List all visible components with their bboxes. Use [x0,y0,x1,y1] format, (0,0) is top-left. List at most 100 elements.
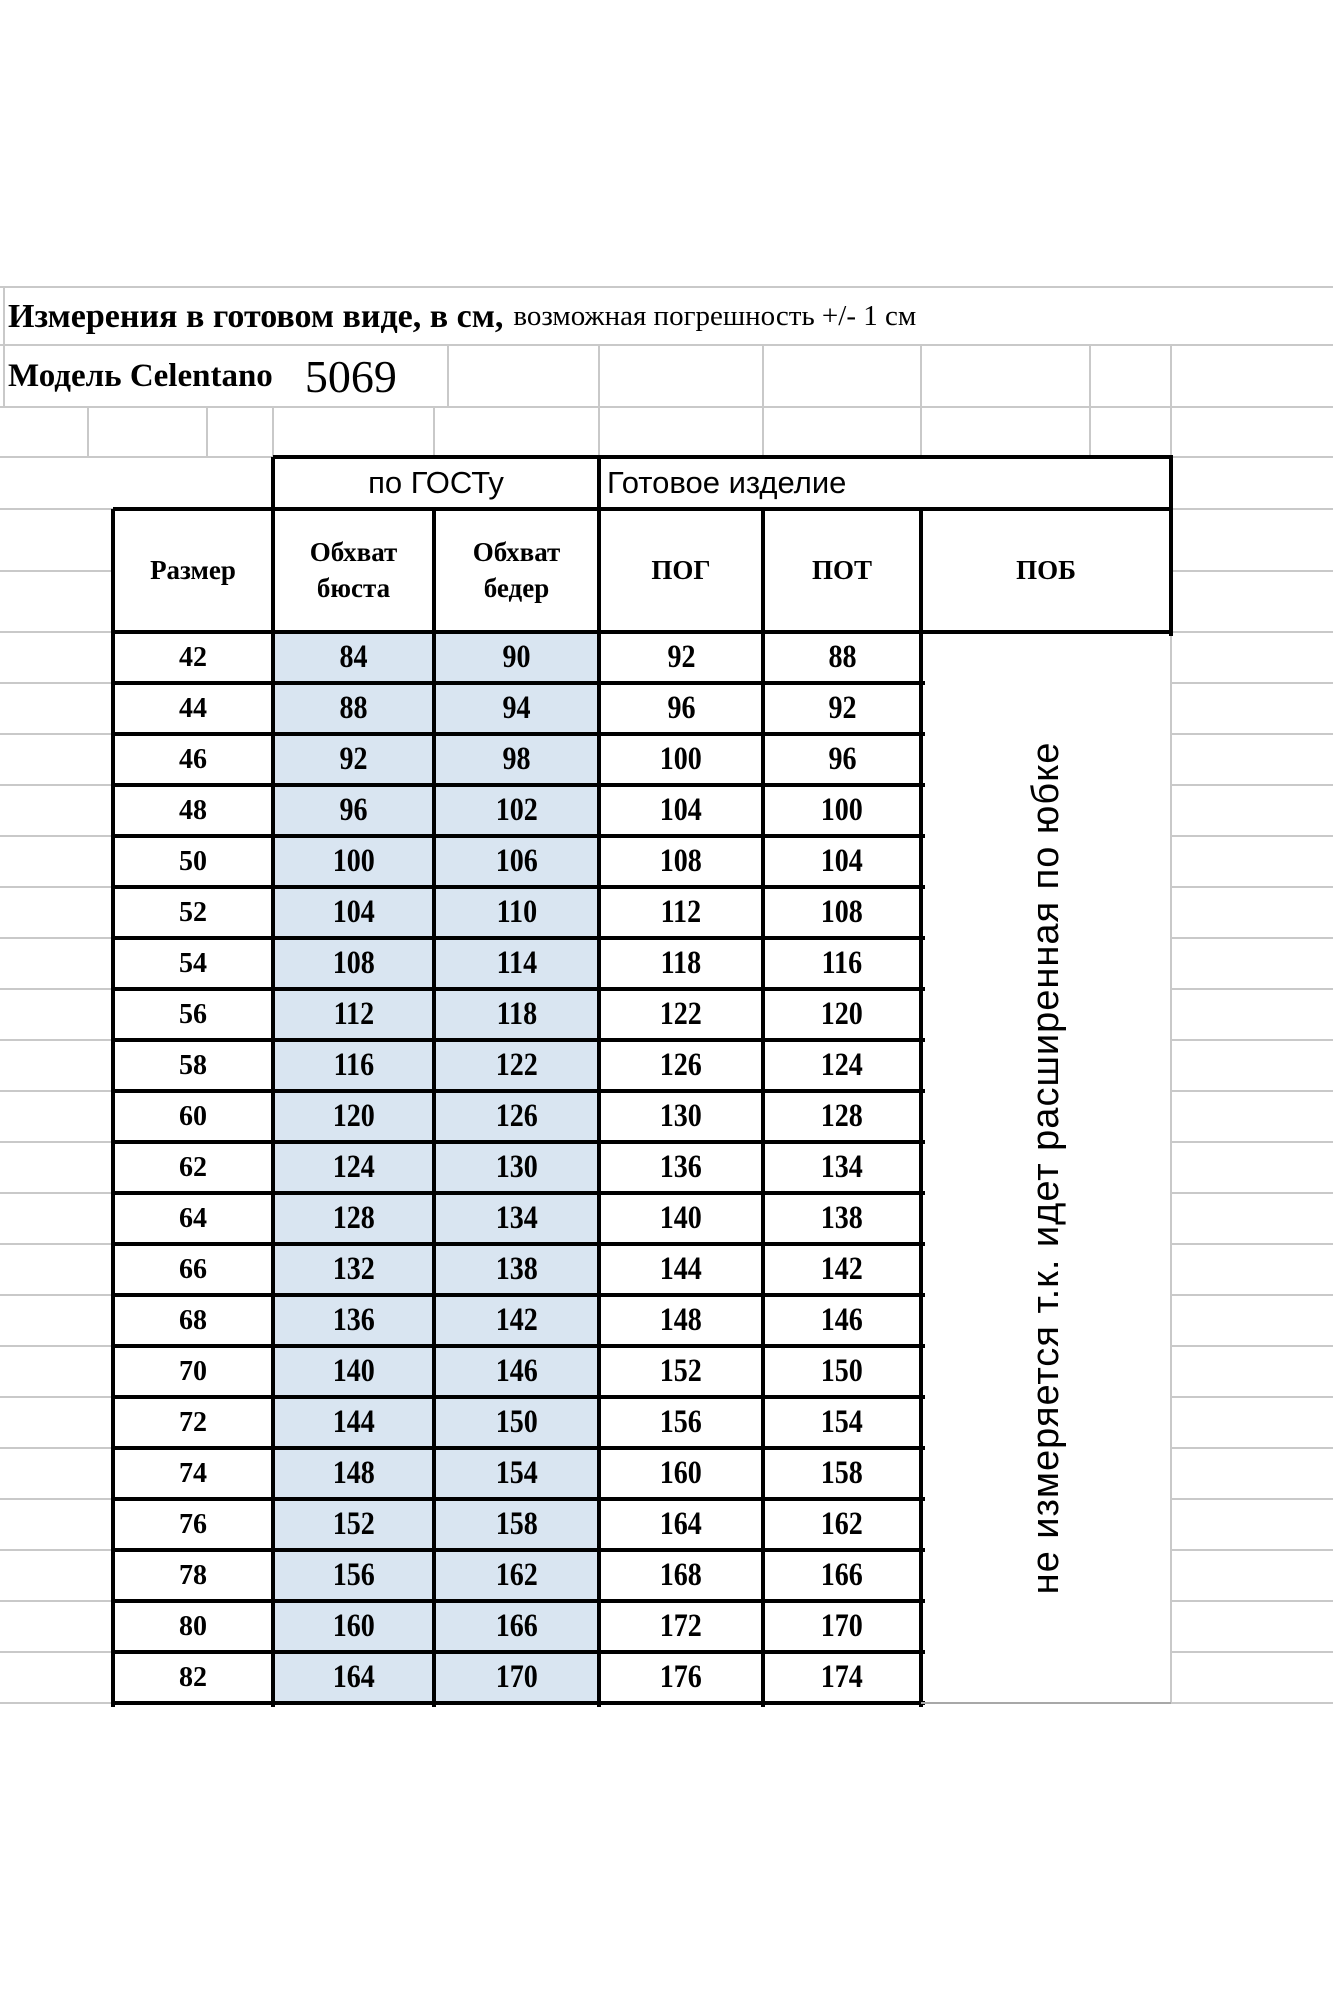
table-cell: 166 [438,1601,595,1652]
table-cell: 96 [603,683,759,734]
measure-value: 150 [820,1353,864,1389]
table-cell: 124 [277,1142,430,1193]
grid-line [1171,1702,1333,1704]
table-cell: 108 [767,887,917,938]
measure-value: 92 [666,639,696,675]
measure-value: 156 [659,1404,703,1440]
grid-line [1170,345,1172,457]
grid-line [1171,733,1333,735]
measure-value: 128 [820,1098,864,1134]
column-header: ПОБ [1016,554,1076,585]
measure-value: 158 [495,1506,538,1542]
grid-line [1171,570,1333,572]
measure-value: 96 [339,792,368,828]
table-cell: 170 [767,1601,917,1652]
size-value: 66 [179,1253,207,1285]
grid-line [1089,345,1091,457]
measure-value: 92 [827,690,857,726]
grid-line [762,345,764,407]
measure-value: 134 [495,1200,538,1236]
table-cell: 118 [438,989,595,1040]
grid-line [1171,1651,1333,1653]
measure-value: 96 [827,741,857,777]
measure-value: 90 [502,639,531,675]
table-cell: 58 [117,1040,269,1091]
grid-line [111,509,115,1707]
table-cell: 144 [603,1244,759,1295]
table-cell: 82 [117,1652,269,1703]
table-cell: 100 [603,734,759,785]
grid-line [0,344,1333,346]
grid-line [433,407,435,457]
measure-value: 142 [495,1302,538,1338]
measure-value: 134 [820,1149,864,1185]
measure-value: 128 [332,1200,375,1236]
grid-line [0,508,113,510]
table-cell: 74 [117,1448,269,1499]
measure-value: 112 [333,996,374,1032]
size-value: 52 [179,896,207,928]
grid-line [113,885,925,889]
table-cell: 92 [603,632,759,683]
grid-line [0,1549,113,1551]
grid-line [0,1294,113,1296]
grid-line [0,1192,113,1194]
table-cell: 170 [438,1652,595,1703]
table-cell: 48 [117,785,269,836]
grid-line [113,834,925,838]
table-cell: 100 [767,785,917,836]
grid-line [113,732,925,736]
table-cell: 96 [767,734,917,785]
table-cell: 160 [603,1448,759,1499]
measure-value: 150 [495,1404,538,1440]
grid-line [1171,1345,1333,1347]
measure-value: 120 [820,996,864,1032]
grid-line [1171,1192,1333,1194]
grid-line [0,406,1333,408]
grid-line [0,937,113,939]
measure-value: 106 [495,843,538,879]
table-cell: 128 [277,1193,430,1244]
measure-value: 152 [659,1353,703,1389]
table-cell: 122 [438,1040,595,1091]
table-cell: 112 [603,887,759,938]
table-cell: 98 [438,734,595,785]
table-cell: 102 [438,785,595,836]
grid-line [113,783,925,787]
table-cell: 94 [438,683,595,734]
table-cell: 148 [277,1448,430,1499]
grid-line [920,345,922,407]
grid-line [0,631,113,633]
table-cell: 128 [767,1091,917,1142]
table-cell: 158 [438,1499,595,1550]
table-cell: 84 [277,632,430,683]
grid-line [0,886,113,888]
grid-line [1171,1141,1333,1143]
measure-value: 170 [495,1659,538,1695]
grid-line [0,1498,113,1500]
table-cell: 80 [117,1601,269,1652]
table-cell: 164 [603,1499,759,1550]
size-value: 68 [179,1304,207,1336]
grid-line [3,287,5,407]
measure-value: 158 [820,1455,864,1491]
table-cell: 116 [277,1040,430,1091]
measure-value: 88 [339,690,368,726]
grid-line [432,509,436,1707]
measure-value: 124 [332,1149,375,1185]
grid-line [0,1345,113,1347]
table-cell: 162 [767,1499,917,1550]
grid-line [113,1599,925,1603]
table-cell: 136 [277,1295,430,1346]
grid-line [113,1650,925,1654]
measure-value: 100 [820,792,864,828]
measure-value: 170 [820,1608,864,1644]
grid-line [0,1039,113,1041]
title-tolerance-note: возможная погрешность +/- 1 см [513,300,917,332]
table-cell: 156 [603,1397,759,1448]
grid-line [0,286,1333,288]
table-cell: 132 [277,1244,430,1295]
table-cell: 144 [277,1397,430,1448]
measure-value: 136 [659,1149,703,1185]
table-cell: 50 [117,836,269,887]
